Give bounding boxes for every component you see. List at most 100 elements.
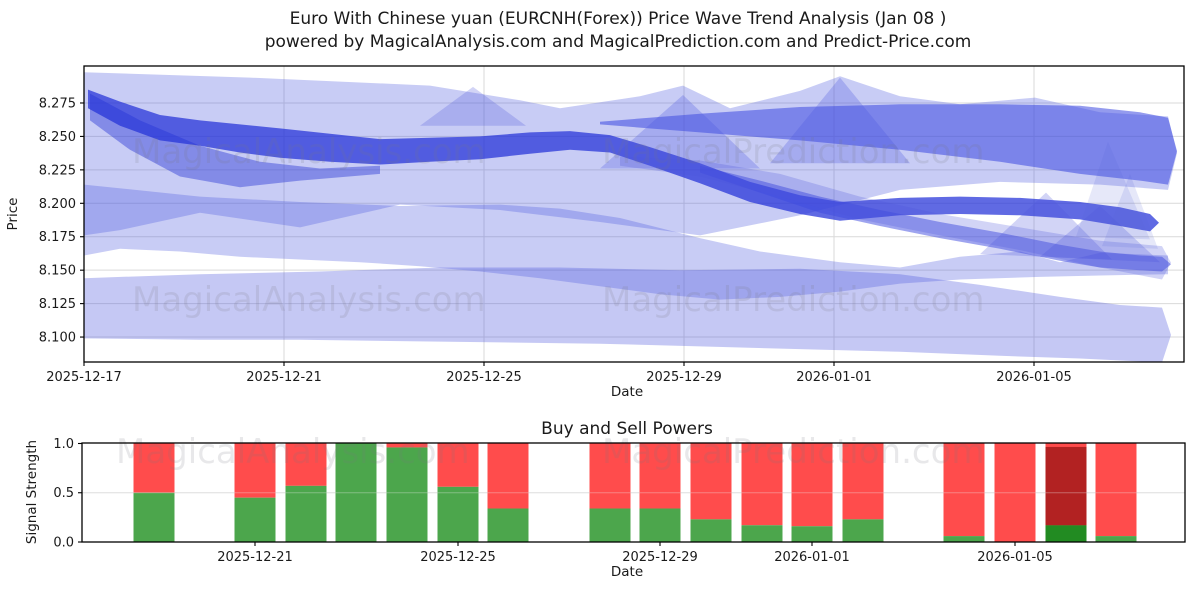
bars-layer	[133, 443, 1137, 542]
buy-bar-segment	[690, 519, 732, 542]
y-tick-label: 8.200	[39, 197, 76, 212]
sell-bar-segment	[943, 443, 985, 537]
upper-dark-right-band-band	[600, 104, 1177, 185]
sell-bar-segment	[285, 443, 327, 486]
main-title-line2: powered by MagicalAnalysis.com and Magic…	[265, 32, 972, 52]
bar-2025-12-30	[690, 443, 732, 542]
buy-dark-segment	[1045, 525, 1087, 542]
main-title-line1: Euro With Chinese yuan (EURCNH(Forex)) P…	[290, 9, 947, 29]
mountain-right-2	[1040, 206, 1160, 263]
watermark-text: MagicalAnalysis.com	[132, 132, 486, 172]
bar-2025-12-28	[589, 443, 631, 542]
bar-2026-01-01	[791, 443, 833, 542]
x-tick-label: 2026-01-05	[977, 550, 1053, 565]
mountain-right-1	[980, 192, 1112, 260]
buy-bar-segment	[791, 526, 833, 542]
buy-bar-segment	[589, 508, 631, 542]
watermark-text: MagicalPrediction.com	[602, 280, 985, 320]
bar-2025-12-22	[285, 443, 327, 542]
signal-axis-label: Signal Strength	[24, 440, 40, 544]
x-tick-label: 2025-12-25	[420, 550, 496, 565]
x-tick-label: 2025-12-29	[646, 370, 722, 385]
bar-2025-12-29	[639, 443, 681, 542]
x-tick-label: 2025-12-21	[246, 370, 322, 385]
descending-strand-band	[700, 165, 1171, 272]
sell-bar-segment	[234, 443, 276, 498]
sell-bar-segment	[437, 443, 479, 487]
sell-dark-segment	[1045, 446, 1087, 526]
bar-2025-12-23	[335, 443, 377, 542]
sell-bar-segment	[1095, 443, 1137, 537]
logo-triangle-2	[1102, 173, 1158, 249]
sell-bar-segment	[386, 443, 428, 448]
sell-bar-segment	[741, 443, 783, 526]
bar-2025-12-19	[133, 443, 175, 542]
bar-2026-01-02	[842, 443, 884, 542]
x-tick-label: 2025-12-29	[622, 550, 698, 565]
dark-core-band-band	[88, 89, 1159, 232]
bar-2026-01-05	[994, 443, 1036, 542]
price-chart: MagicalAnalysis.com MagicalPrediction.com…	[39, 65, 1185, 385]
bar-2026-01-04	[943, 443, 985, 542]
x-tick-label: 2025-12-17	[46, 370, 122, 385]
bar-2025-12-31	[741, 443, 783, 542]
buy-bar-segment	[133, 492, 175, 542]
sell-bar-segment	[690, 443, 732, 520]
descending-strand-wide-band	[620, 156, 1171, 280]
buy-bar-segment	[487, 508, 529, 542]
buy-bar-segment	[842, 519, 884, 542]
bar-2025-12-21	[234, 443, 276, 542]
y-tick-label: 8.175	[39, 230, 76, 245]
sell-bar-segment	[994, 443, 1036, 542]
sell-bar-segment	[133, 443, 175, 493]
watermark-text: MagicalPrediction.com	[602, 132, 985, 172]
signal-chart-xlabel: Date	[611, 564, 643, 580]
buy-bar-segment	[386, 447, 428, 542]
lower-band-band	[84, 267, 1171, 362]
y-tick-label: 8.100	[39, 331, 76, 346]
y-tick-label: 8.150	[39, 264, 76, 279]
buy-bar-segment	[1095, 536, 1137, 542]
x-tick-label: 2026-01-01	[774, 550, 850, 565]
buy-bar-segment	[639, 508, 681, 542]
price-bands-layer	[84, 72, 1177, 362]
buy-bar-segment	[285, 485, 327, 542]
buy-bar-segment	[437, 486, 479, 542]
signal-chart: MagicalAnalysis.com MagicalPrediction.com…	[53, 432, 1186, 565]
x-tick-label: 2025-12-25	[446, 370, 522, 385]
sell-bar-segment	[791, 443, 833, 527]
y-tick-label: 8.250	[39, 130, 76, 145]
bar-2025-12-25	[437, 443, 479, 542]
y-tick-label: 8.125	[39, 297, 76, 312]
x-tick-label: 2025-12-21	[217, 550, 293, 565]
watermark-text: MagicalAnalysis.com	[132, 280, 486, 320]
bar-2026-01-06	[1045, 443, 1087, 542]
peak-left	[420, 86, 526, 126]
price-chart-xlabel: Date	[611, 384, 643, 400]
watermark-text: MagicalPrediction.com	[602, 432, 985, 472]
sell-bar-segment	[487, 443, 529, 509]
y-tick-label: 0.5	[53, 486, 74, 501]
sell-bar-segment	[842, 443, 884, 520]
buy-bar-segment	[943, 536, 985, 542]
y-tick-label: 1.0	[53, 437, 74, 452]
x-tick-label: 2026-01-05	[996, 370, 1072, 385]
y-tick-label: 8.225	[39, 163, 76, 178]
peak-right	[770, 77, 910, 164]
bar-2025-12-24	[386, 443, 428, 542]
logo-triangle-1	[1076, 141, 1150, 240]
left-fan-band	[90, 93, 380, 188]
buy-bar-segment	[234, 497, 276, 542]
bar-2025-12-26	[487, 443, 529, 542]
sell-bar-segment	[589, 443, 631, 509]
y-tick-label: 0.0	[53, 536, 74, 551]
watermark-text: MagicalAnalysis.com	[116, 432, 470, 472]
price-plot-border	[83, 65, 1185, 363]
sell-bar-segment	[639, 443, 681, 509]
price-axis-label: Price	[5, 198, 21, 231]
bar-2026-01-07	[1095, 443, 1137, 542]
signal-chart-title: Buy and Sell Powers	[541, 419, 713, 439]
x-tick-label: 2026-01-01	[796, 370, 872, 385]
buy-bar-segment	[335, 443, 377, 542]
